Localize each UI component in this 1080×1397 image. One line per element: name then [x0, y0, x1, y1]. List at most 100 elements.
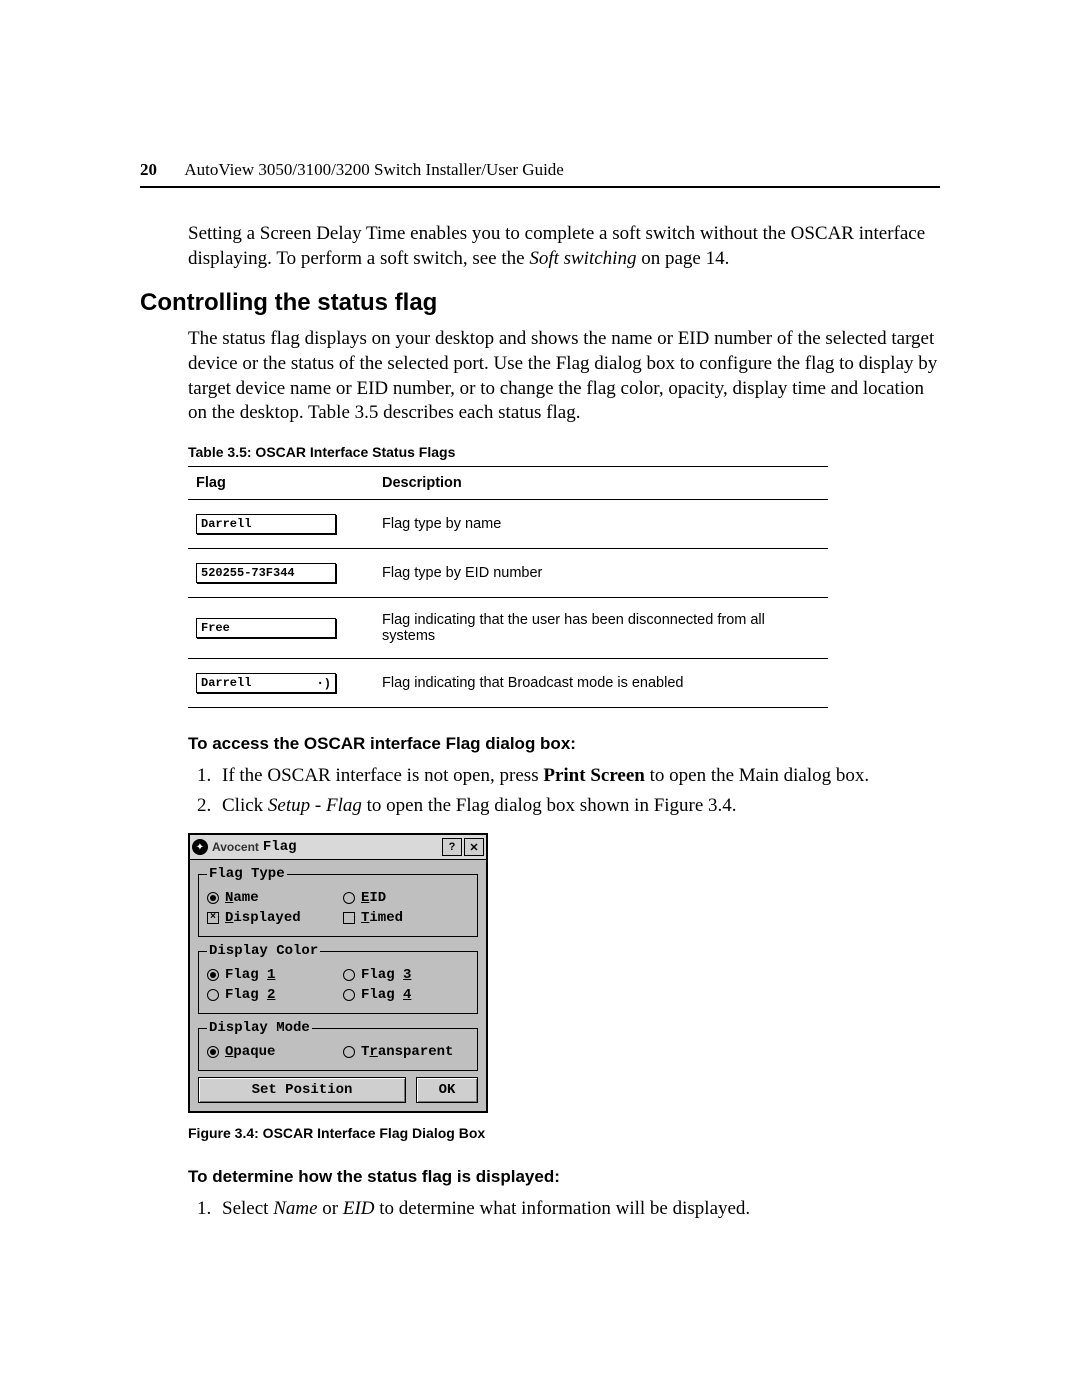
label: ame: [233, 890, 258, 906]
group-flag-type: Flag Type Name EID: [198, 866, 478, 937]
radio-icon: [207, 989, 219, 1001]
radio-icon: [207, 969, 219, 981]
group-display-color: Display Color Flag 1 Flag 3: [198, 943, 478, 1014]
flag-cell: 520255-73F344: [188, 549, 374, 598]
row: Opaque Transparent: [207, 1044, 469, 1060]
running-header: 20 AutoView 3050/3100/3200 Switch Instal…: [140, 160, 940, 180]
flag-text: 520255-73F344: [201, 566, 295, 580]
brand-label: Avocent: [212, 840, 259, 854]
section-paragraph: The status flag displays on your desktop…: [188, 327, 940, 426]
dialog-button-row: Set Position OK: [198, 1077, 478, 1103]
flag-cell: Darrell: [188, 500, 374, 549]
option-flag1[interactable]: Flag 1: [207, 967, 317, 983]
flag-box: Free: [196, 618, 336, 638]
desc-cell: Flag type by EID number: [374, 549, 828, 598]
row: Flag 2 Flag 4: [207, 987, 469, 1003]
radio-icon: [343, 892, 355, 904]
set-position-button[interactable]: Set Position: [198, 1077, 406, 1103]
option-displayed[interactable]: Displayed: [207, 910, 317, 926]
page-number: 20: [140, 160, 157, 179]
header-rule: [140, 186, 940, 188]
flag-text: Darrell: [201, 517, 251, 531]
step-text: Select: [222, 1198, 273, 1219]
section-heading: Controlling the status flag: [140, 289, 940, 317]
radio-icon: [343, 989, 355, 1001]
table-row: Darrell Flag type by name: [188, 500, 828, 549]
document-page: 20 AutoView 3050/3100/3200 Switch Instal…: [0, 0, 1080, 1397]
step-text: or: [318, 1198, 343, 1219]
step-text: If the OSCAR interface is not open, pres…: [222, 765, 543, 786]
option-eid[interactable]: EID: [343, 890, 453, 906]
row: Name EID: [207, 890, 469, 906]
close-button[interactable]: ✕: [464, 838, 484, 856]
desc-cell: Flag type by name: [374, 500, 828, 549]
option-opaque[interactable]: Opaque: [207, 1044, 317, 1060]
intro-italic: Soft switching: [529, 248, 636, 269]
list-item: If the OSCAR interface is not open, pres…: [216, 762, 940, 790]
step-text: to determine what information will be di…: [375, 1198, 751, 1219]
intro-paragraph: Setting a Screen Delay Time enables you …: [188, 222, 940, 271]
status-flags-table: Flag Description Darrell Flag type by na…: [188, 466, 828, 708]
flag-text: Darrell: [201, 676, 251, 690]
table-row: Darrell ⋅) Flag indicating that Broadcas…: [188, 659, 828, 708]
flag-cell: Free: [188, 598, 374, 659]
doc-title: AutoView 3050/3100/3200 Switch Installer…: [184, 160, 564, 179]
legend-flag-type: Flag Type: [207, 866, 287, 882]
option-timed[interactable]: Timed: [343, 910, 453, 926]
radio-icon: [343, 969, 355, 981]
step-text: to open the Main dialog box.: [645, 765, 869, 786]
radio-icon: [343, 1046, 355, 1058]
option-flag2[interactable]: Flag 2: [207, 987, 317, 1003]
help-button[interactable]: ?: [442, 838, 462, 856]
figure-caption: Figure 3.4: OSCAR Interface Flag Dialog …: [188, 1125, 940, 1141]
list-item: Select Name or EID to determine what inf…: [216, 1195, 940, 1223]
step-italic: EID: [343, 1198, 375, 1219]
row: Flag 1 Flag 3: [207, 967, 469, 983]
desc-cell: Flag indicating that the user has been d…: [374, 598, 828, 659]
option-name[interactable]: Name: [207, 890, 317, 906]
steps-access: If the OSCAR interface is not open, pres…: [188, 762, 940, 819]
avocent-logo-icon: ✦: [192, 839, 208, 855]
table-row: 520255-73F344 Flag type by EID number: [188, 549, 828, 598]
intro-block: Setting a Screen Delay Time enables you …: [188, 222, 940, 271]
section-body: The status flag displays on your desktop…: [188, 327, 940, 1222]
checkbox-icon: [207, 912, 219, 924]
legend-display-color: Display Color: [207, 943, 320, 959]
ok-button[interactable]: OK: [416, 1077, 478, 1103]
dialog-titlebar: ✦ Avocent Flag ? ✕: [190, 835, 486, 860]
dialog-body: Flag Type Name EID: [190, 860, 486, 1111]
option-flag3[interactable]: Flag 3: [343, 967, 453, 983]
checkbox-icon: [343, 912, 355, 924]
table-header-row: Flag Description: [188, 467, 828, 500]
desc-cell: Flag indicating that Broadcast mode is e…: [374, 659, 828, 708]
table-caption: Table 3.5: OSCAR Interface Status Flags: [188, 444, 940, 460]
radio-icon: [207, 1046, 219, 1058]
legend-display-mode: Display Mode: [207, 1020, 312, 1036]
radio-icon: [207, 892, 219, 904]
label: ID: [369, 890, 386, 906]
flag-cell: Darrell ⋅): [188, 659, 374, 708]
flag-dialog: ✦ Avocent Flag ? ✕ Flag Type Name: [188, 833, 488, 1113]
col-description: Description: [374, 467, 828, 500]
option-transparent[interactable]: Transparent: [343, 1044, 453, 1060]
label: imed: [369, 910, 403, 926]
step-bold: Print Screen: [543, 765, 645, 786]
subheading-determine: To determine how the status flag is disp…: [188, 1167, 940, 1187]
step-text: to open the Flag dialog box shown in Fig…: [362, 795, 737, 816]
flag-text: Free: [201, 621, 230, 635]
list-item: Click Setup - Flag to open the Flag dial…: [216, 792, 940, 820]
step-text: Click: [222, 795, 268, 816]
broadcast-icon: ⋅): [317, 676, 331, 691]
flag-box: Darrell: [196, 514, 336, 534]
subheading-access: To access the OSCAR interface Flag dialo…: [188, 734, 940, 754]
table-row: Free Flag indicating that the user has b…: [188, 598, 828, 659]
steps-determine: Select Name or EID to determine what inf…: [188, 1195, 940, 1223]
flag-box: 520255-73F344: [196, 563, 336, 583]
intro-text-b: on page 14.: [636, 248, 729, 269]
step-italic: Name: [273, 1198, 317, 1219]
group-display-mode: Display Mode Opaque Transparent: [198, 1020, 478, 1071]
row: Displayed Timed: [207, 910, 469, 926]
col-flag: Flag: [188, 467, 374, 500]
option-flag4[interactable]: Flag 4: [343, 987, 453, 1003]
flag-box: Darrell ⋅): [196, 673, 336, 693]
